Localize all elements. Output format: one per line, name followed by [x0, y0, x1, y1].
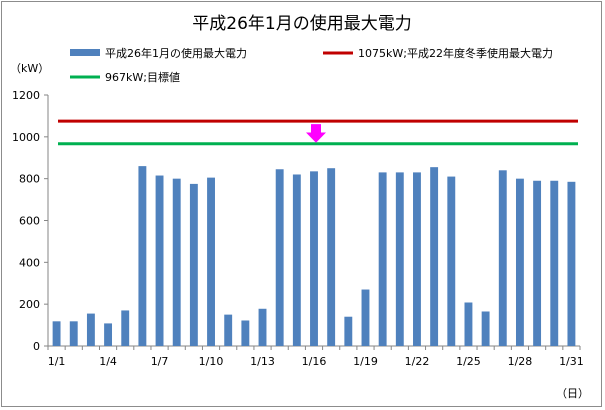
- x-tick-label: 1/22: [405, 355, 430, 368]
- bar: [533, 180, 542, 346]
- bar: [447, 176, 456, 346]
- bar: [258, 308, 267, 346]
- y-tick-label: 200: [19, 298, 40, 311]
- bar: [207, 177, 215, 346]
- bar: [155, 175, 164, 346]
- bar: [413, 172, 421, 346]
- bar: [275, 169, 284, 346]
- down-arrow-icon: [306, 124, 326, 143]
- x-tick-label: 1/19: [353, 355, 378, 368]
- x-tick-label: 1/4: [99, 355, 117, 368]
- bar: [121, 310, 130, 346]
- bar: [378, 172, 387, 346]
- y-tick-label: 1000: [12, 131, 40, 144]
- bar: [395, 172, 404, 346]
- bars: [52, 166, 576, 346]
- legend-swatch-bar: [70, 49, 100, 56]
- y-tick-label: 800: [19, 173, 40, 186]
- x-tick-label: 1/31: [559, 355, 584, 368]
- bar: [138, 166, 147, 346]
- y-axis-unit: （kW）: [10, 62, 49, 75]
- x-tick-label: 1/16: [302, 355, 327, 368]
- bar: [241, 320, 250, 346]
- y-tick-label: 600: [19, 215, 40, 228]
- bar: [310, 171, 318, 346]
- bar: [172, 178, 181, 346]
- bar: [515, 178, 524, 346]
- bar: [344, 316, 353, 346]
- bar: [224, 314, 233, 346]
- y-tick-label: 400: [19, 256, 40, 269]
- y-tick-label: 1200: [12, 89, 40, 102]
- bar: [498, 170, 507, 346]
- x-tick-label: 1/25: [456, 355, 481, 368]
- legend-label-line-967: 967kW;目標値: [105, 70, 180, 84]
- x-tick-label: 1/28: [508, 355, 533, 368]
- x-axis-unit: （日）: [556, 387, 589, 400]
- bar: [69, 321, 78, 346]
- bar: [52, 321, 61, 346]
- x-tick-label: 1/1: [48, 355, 66, 368]
- x-tick-label: 1/13: [250, 355, 275, 368]
- bar: [292, 174, 301, 346]
- axes: 0 200 400 600 800 1000 1200 1/1 1/4 1/7 1/10 1/13 1/…: [12, 89, 584, 368]
- bar: [481, 311, 490, 346]
- x-tick-label: 1/10: [199, 355, 224, 368]
- bar: [86, 313, 95, 346]
- bar: [189, 183, 198, 346]
- bar: [567, 181, 576, 346]
- x-tick-label: 1/7: [151, 355, 169, 368]
- legend: 平成26年1月の使用最大電力 1075kW;平成22年度冬季使用最大電力 967…: [70, 46, 553, 84]
- legend-label-bar: 平成26年1月の使用最大電力: [105, 46, 247, 60]
- legend-label-line-1075: 1075kW;平成22年度冬季使用最大電力: [358, 46, 553, 60]
- bar: [550, 180, 559, 346]
- reference-lines: [58, 119, 578, 146]
- bar: [361, 289, 370, 346]
- bar: [430, 167, 439, 346]
- bar: [327, 168, 336, 346]
- arrow-annotation: [306, 124, 326, 143]
- bar: [104, 323, 113, 346]
- bar: [464, 302, 473, 346]
- chart-title: 平成26年1月の使用最大電力: [192, 13, 411, 34]
- y-tick-label: 0: [33, 340, 40, 353]
